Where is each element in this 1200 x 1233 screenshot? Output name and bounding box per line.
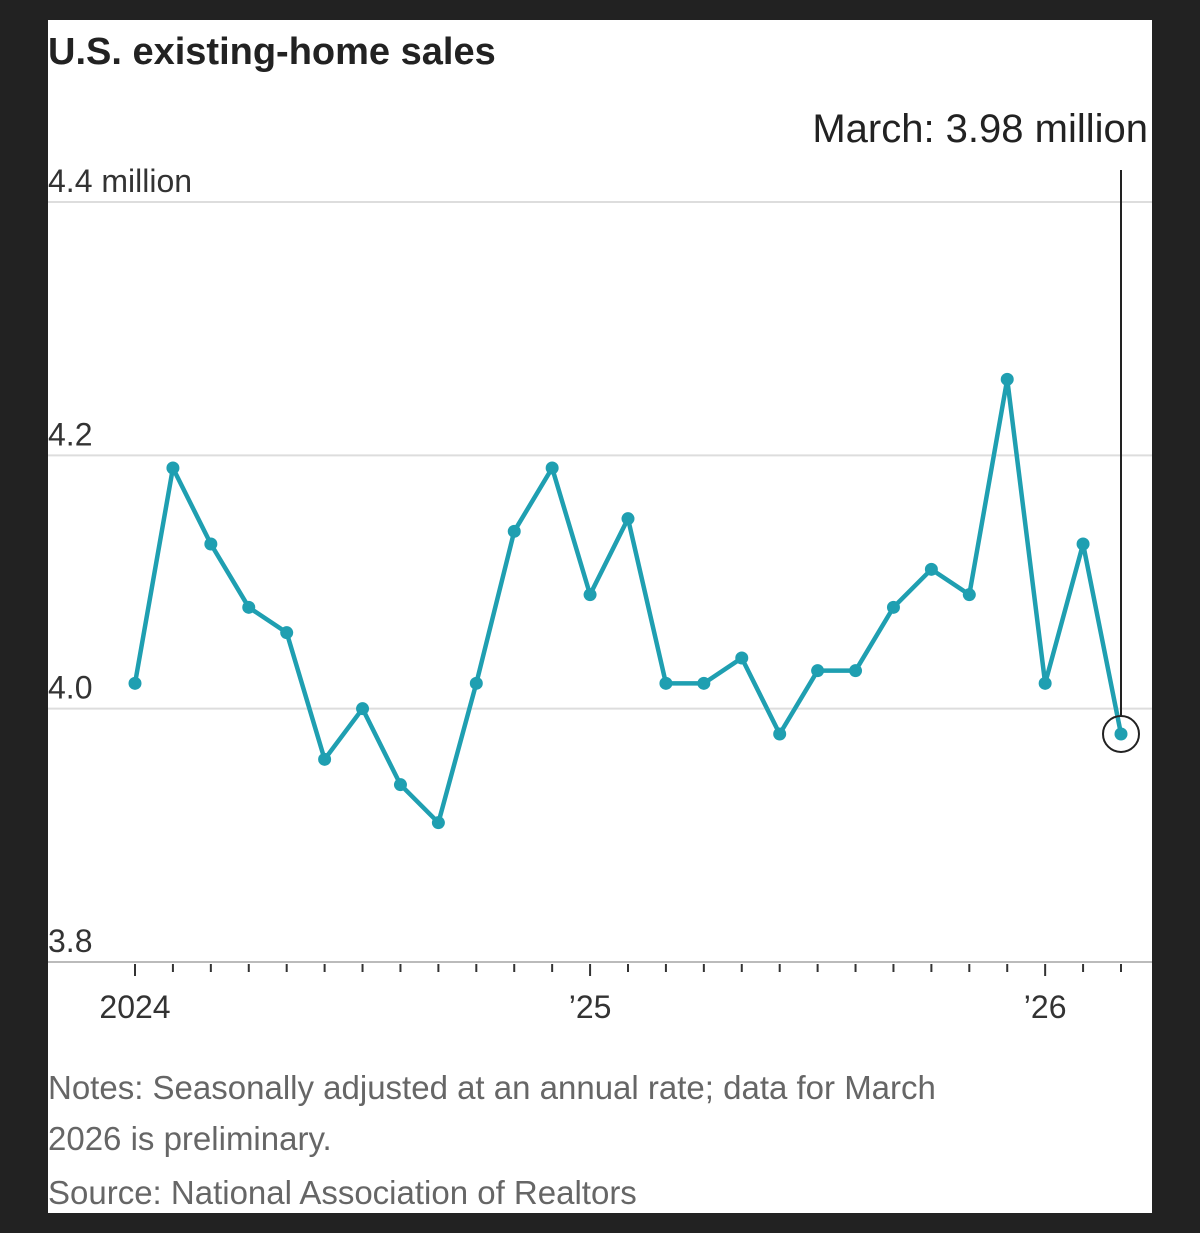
data-point	[1000, 372, 1014, 386]
data-point	[811, 664, 825, 678]
data-point	[735, 651, 749, 665]
data-point	[924, 562, 938, 576]
data-point	[1076, 537, 1090, 551]
data-point	[166, 461, 180, 475]
data-point	[1114, 727, 1128, 741]
data-point	[128, 676, 142, 690]
chart-title: U.S. existing-home sales	[48, 31, 496, 73]
y-tick-label: 4.0	[48, 670, 92, 706]
x-tick-label: ’26	[1024, 989, 1067, 1025]
data-point	[1038, 676, 1052, 690]
data-point	[318, 752, 332, 766]
data-point	[393, 778, 407, 792]
data-point	[849, 664, 863, 678]
notes: 2026 is preliminary.	[48, 1120, 332, 1157]
panel	[48, 20, 1152, 1213]
x-tick-label: ’25	[569, 989, 612, 1025]
annotation: March: 3.98 million	[812, 107, 1148, 151]
data-point	[659, 676, 673, 690]
data-point	[583, 588, 597, 602]
x-tick-label: 2024	[99, 989, 170, 1025]
data-point	[773, 727, 787, 741]
data-point	[545, 461, 559, 475]
data-point	[431, 816, 445, 830]
data-point	[697, 676, 711, 690]
data-point	[204, 537, 218, 551]
data-point	[962, 588, 976, 602]
source: Source: National Association of Realtors	[48, 1174, 637, 1211]
data-point	[469, 676, 483, 690]
y-tick-label: 3.8	[48, 923, 92, 959]
data-point	[507, 524, 521, 538]
notes: Notes: Seasonally adjusted at an annual …	[48, 1069, 936, 1106]
data-point	[356, 702, 370, 716]
data-point	[280, 626, 294, 640]
data-point	[621, 512, 635, 526]
data-point	[242, 600, 256, 614]
data-point	[886, 600, 900, 614]
y-tick-label: 4.4 million	[48, 163, 192, 199]
annotation-ring	[1102, 715, 1140, 753]
y-tick-label: 4.2	[48, 416, 92, 452]
